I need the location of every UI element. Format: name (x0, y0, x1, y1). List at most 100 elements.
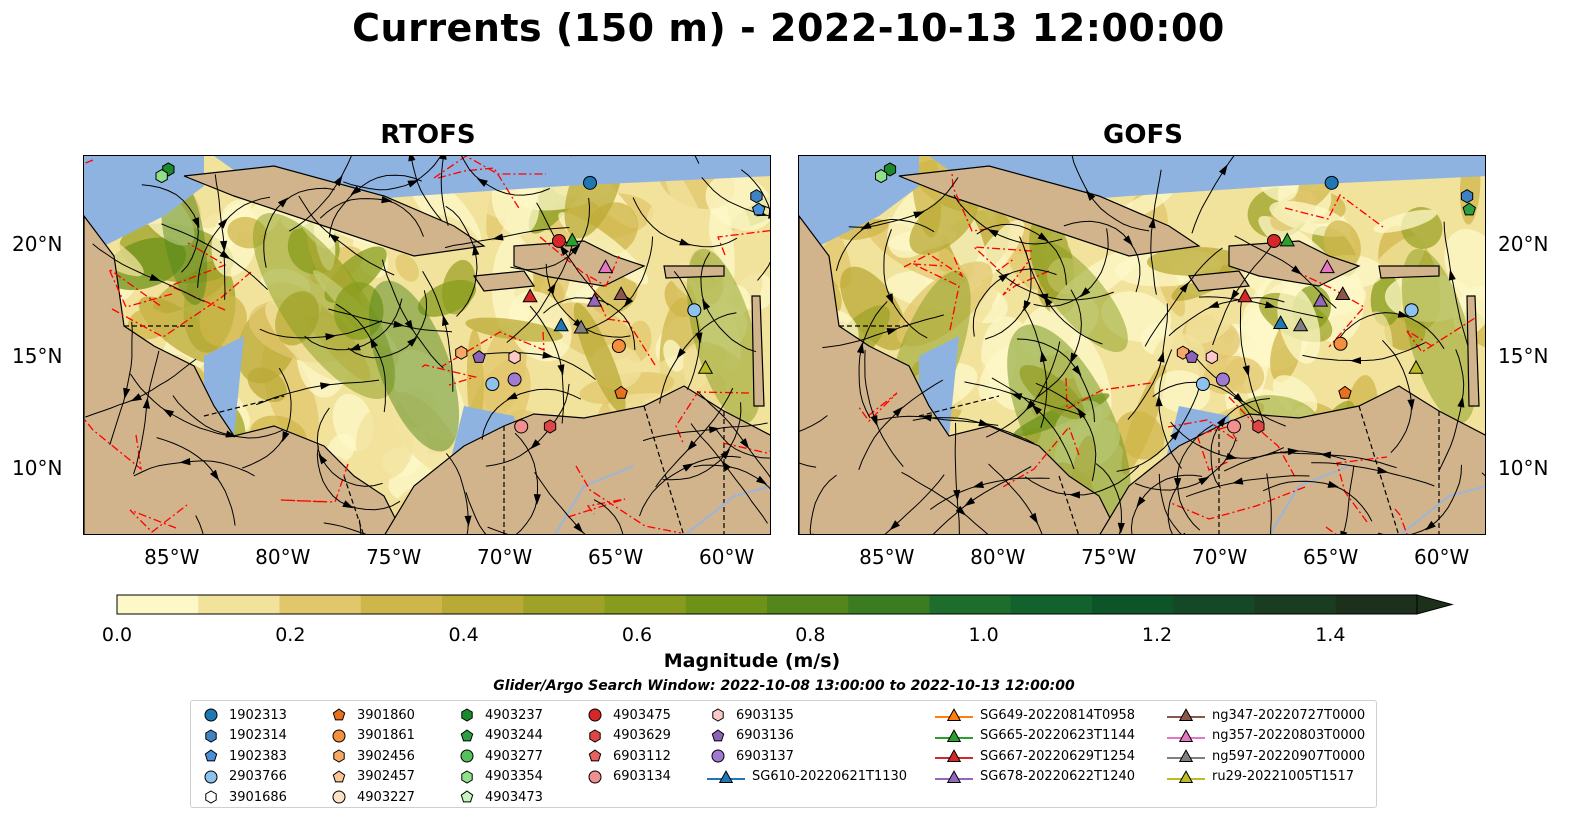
legend-marker-shape (332, 790, 346, 804)
streamline (1176, 424, 1214, 531)
eez-boundary (1336, 456, 1388, 523)
streamline-arrow (472, 244, 480, 256)
marker-3902456 (455, 345, 468, 360)
lat-tick-label-left: 15°N (12, 344, 63, 369)
streamline-arrow (573, 522, 584, 534)
legend-label: 3902457 (357, 769, 415, 784)
speed-contour (909, 191, 979, 255)
legend-item: 1902313 (199, 705, 287, 725)
streamline-arrow (978, 419, 990, 427)
colorbar-segment (1254, 595, 1337, 614)
streamline (1272, 452, 1397, 469)
streamline (1116, 385, 1201, 472)
colorbar-frame (116, 594, 1418, 615)
colorbar-segment (442, 595, 524, 614)
legend-item: ng347-20220727T0000 (1166, 705, 1365, 725)
legend-marker-shape (588, 708, 602, 722)
streamline (534, 471, 586, 534)
streamline (141, 184, 199, 273)
streamline-arrow (439, 156, 447, 160)
streamline (988, 463, 1043, 534)
marker-1902313 (583, 175, 598, 190)
streamline (1036, 289, 1082, 399)
marker-4903629 (1252, 419, 1265, 434)
legend-item: 3901861 (327, 726, 415, 746)
colorbar-segment (1010, 595, 1093, 614)
strong-current (1030, 240, 1128, 352)
lon-tick-label: 65°W (588, 545, 644, 569)
panel-title-rtofs: RTOFS (380, 120, 476, 150)
lon-tick-label: 70°W (477, 545, 533, 569)
marker-6903135 (508, 350, 521, 365)
streamline-arrow (1136, 496, 1146, 508)
legend-marker (332, 769, 346, 782)
streamline (1152, 381, 1257, 428)
streamline-arrow (1457, 396, 1465, 408)
legend-marker (588, 770, 602, 783)
legend-marker-shape (204, 708, 218, 722)
speed-contour (481, 322, 527, 415)
speed-contour (1154, 370, 1211, 414)
legend-label: ng357-20220803T0000 (1212, 728, 1366, 743)
speed-contour (465, 317, 563, 342)
streamline-arrow (328, 233, 340, 243)
eez-boundary (912, 263, 960, 331)
map-panel-rtofs (83, 155, 771, 535)
legend-marker (935, 708, 973, 721)
legend-item: 1902314 (199, 726, 287, 746)
legend-marker (461, 769, 473, 784)
eez-boundary (433, 156, 546, 179)
streamline-arrow (533, 494, 541, 505)
legend-marker-shape (946, 708, 962, 721)
platform-markers (875, 162, 1476, 434)
legend-label: 4903237 (485, 707, 543, 723)
streamline-arrow (381, 196, 393, 204)
legend-marker (1167, 728, 1205, 742)
legend-marker-shape (711, 749, 725, 763)
legend-label: 2903766 (229, 769, 287, 784)
legend-item: 4903277 (455, 746, 543, 766)
streamline (901, 471, 989, 534)
streamline (445, 205, 478, 317)
marker-1902313 (1324, 175, 1339, 190)
land-jamaica (1187, 270, 1251, 292)
speed-contour (663, 339, 685, 372)
streamline-arrow (192, 217, 200, 229)
streamline (1302, 342, 1426, 362)
land-antilles (1466, 295, 1480, 407)
legend-marker (712, 708, 724, 722)
streamline-arrow (325, 333, 337, 341)
legend-marker (1167, 749, 1205, 762)
streamline-arrow (955, 505, 966, 516)
streamline (485, 383, 570, 467)
streamline-arrow (318, 453, 328, 465)
legend-marker (935, 728, 973, 742)
streamline (929, 477, 1050, 510)
streamline (481, 388, 582, 440)
land-south-america (1099, 385, 1485, 534)
streamline (316, 445, 401, 511)
streamline-arrow (987, 229, 999, 238)
streamline-arrow (920, 414, 932, 422)
legend-marker-shape (718, 769, 734, 783)
marker-3901861 (1333, 336, 1348, 351)
streamline (642, 422, 768, 442)
streamline (1262, 480, 1373, 522)
legend-marker (205, 790, 217, 804)
river (1399, 485, 1485, 534)
legend-label: 6903136 (736, 728, 794, 743)
streamline-arrow (695, 332, 703, 344)
streamline (172, 395, 284, 439)
legend-label: 4903244 (485, 728, 543, 743)
legend-marker (711, 749, 725, 763)
legend-marker-shape (946, 728, 962, 742)
legend-item: SG665-20220623T1144 (934, 726, 1135, 746)
streamline-arrow (219, 250, 231, 260)
legend-marker-shape (946, 769, 962, 783)
streamline (1158, 349, 1182, 469)
streamline (864, 350, 904, 468)
legend-label: SG678-20220622T1240 (980, 769, 1136, 784)
streamline (1063, 220, 1141, 293)
streamline (1024, 465, 1140, 496)
streamline (639, 455, 741, 517)
